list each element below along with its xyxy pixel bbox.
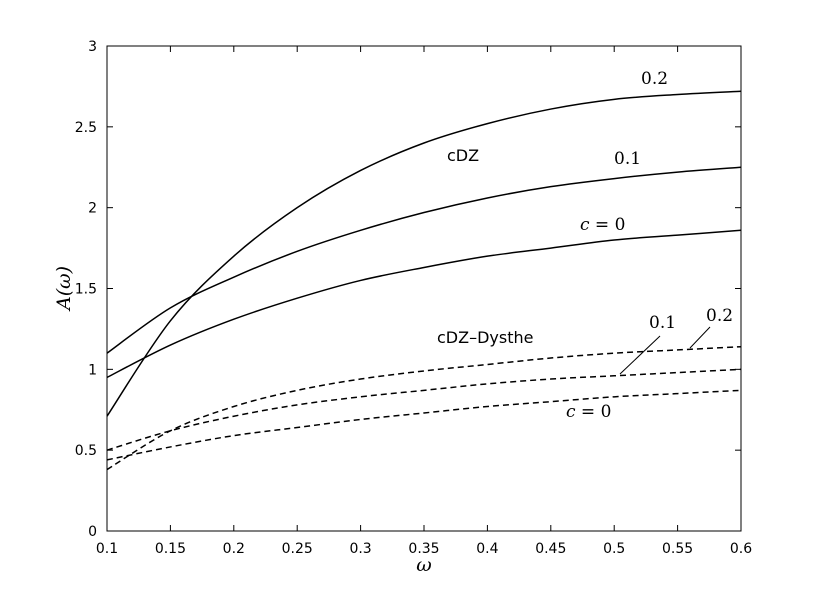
annotation-dysthe-c02: 0.2 bbox=[706, 306, 733, 326]
x-tick-label: 0.4 bbox=[476, 541, 498, 557]
annotation-dysthe-c0-rest: = 0 bbox=[576, 402, 612, 422]
x-tick-label: 0.15 bbox=[155, 541, 186, 557]
annotation-cdz: cDZ bbox=[447, 146, 479, 165]
series-line-cdz-c0 bbox=[106, 229, 742, 379]
series-layer bbox=[106, 90, 742, 471]
x-tick-label: 0.5 bbox=[603, 541, 625, 557]
x-tick-label: 0.35 bbox=[408, 541, 439, 557]
y-tick-label: 0 bbox=[88, 524, 97, 540]
annotation-cdz-c0: c = 0 bbox=[580, 215, 625, 235]
y-tick-label: 2.5 bbox=[75, 120, 97, 136]
x-tick-label: 0.3 bbox=[349, 541, 371, 557]
series-line-cdz-dysthe-c0 bbox=[106, 389, 742, 461]
x-axis-label: ω bbox=[416, 554, 432, 576]
series-line-cdz-dysthe-c01 bbox=[106, 368, 742, 451]
annotation-dysthe: cDZ–Dysthe bbox=[437, 328, 533, 347]
series-line-cdz-dysthe-c02 bbox=[106, 345, 742, 471]
axis-ticks: 0.1 0.15 0.2 0.25 0.3 0.35 0.4 0.45 0.5 0.55 0.600… bbox=[75, 39, 752, 557]
annotation-dysthe-c0-var: c bbox=[566, 402, 576, 422]
y-tick-label: 1.5 bbox=[75, 282, 97, 298]
y-tick-label: 3 bbox=[88, 39, 97, 55]
annotation-cdz-c02: 0.2 bbox=[641, 69, 668, 89]
annotation-dysthe-c0: c = 0 bbox=[566, 402, 611, 422]
x-tick-label: 0.45 bbox=[535, 541, 566, 557]
annotation-cdz-c0-rest: = 0 bbox=[590, 215, 626, 235]
y-tick-label: 0.5 bbox=[75, 443, 97, 459]
annotation-cdz-c01: 0.1 bbox=[614, 149, 641, 169]
leader-line-dysthe-01 bbox=[619, 335, 661, 375]
leader-line-dysthe-02 bbox=[689, 326, 711, 349]
annotation-cdz-c0-var: c bbox=[580, 215, 590, 235]
x-tick-label: 0.1 bbox=[96, 541, 118, 557]
x-tick-label: 0.25 bbox=[282, 541, 313, 557]
plot-area bbox=[106, 45, 742, 532]
x-tick-label: 0.55 bbox=[662, 541, 693, 557]
y-tick-label: 2 bbox=[88, 201, 97, 217]
series-line-cdz-c02 bbox=[106, 90, 742, 417]
x-tick-label: 0.2 bbox=[223, 541, 245, 557]
annotation-dysthe-c01: 0.1 bbox=[649, 313, 676, 333]
series-line-cdz-c01 bbox=[106, 166, 742, 354]
annotation-leaders bbox=[619, 326, 711, 375]
x-tick-label: 0.6 bbox=[730, 541, 752, 557]
y-axis-label: A(ω) bbox=[53, 266, 75, 312]
y-tick-label: 1 bbox=[88, 362, 97, 378]
